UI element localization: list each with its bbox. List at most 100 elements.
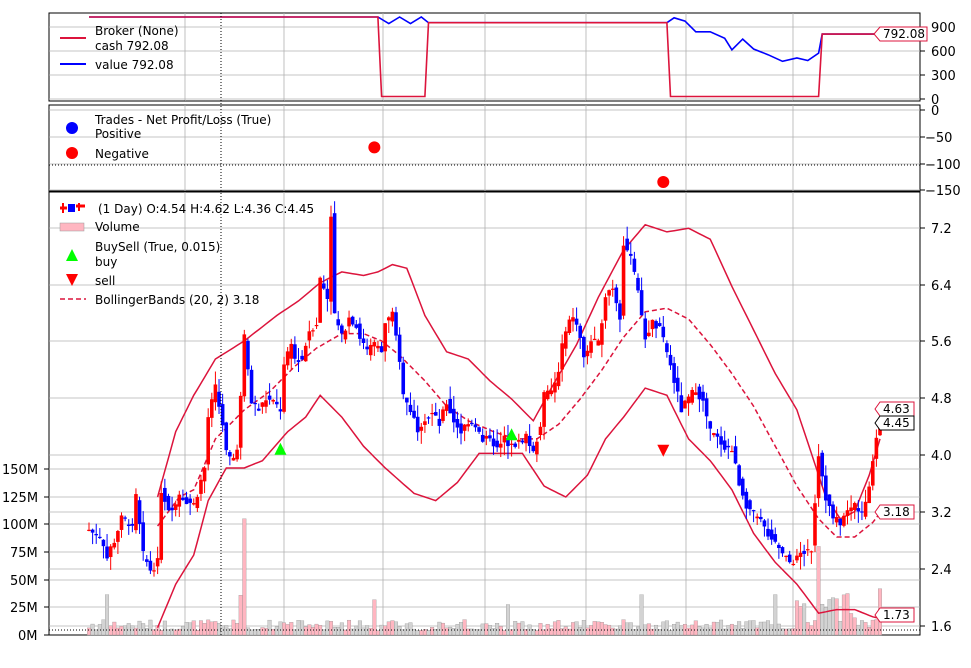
price-panel-frame — [48, 191, 921, 636]
candle-body — [506, 437, 510, 447]
candle-body — [430, 412, 434, 415]
volume-bar — [430, 627, 435, 636]
candle-body — [686, 396, 691, 404]
candle-body — [556, 371, 561, 387]
candle-body — [553, 382, 557, 393]
candle-body — [152, 570, 156, 572]
volume-bar — [495, 623, 500, 636]
candle-body — [679, 395, 684, 413]
candle-body — [769, 529, 774, 540]
volume-bar — [441, 622, 445, 636]
volume-bar — [267, 619, 272, 636]
price-ytick: 7.2 — [931, 222, 952, 237]
candle-body — [433, 412, 438, 416]
volume-bar — [802, 603, 807, 636]
candle-body — [787, 554, 792, 563]
volume-bar — [195, 630, 200, 636]
price-ytick: 1.6 — [931, 620, 952, 635]
trades-panel-frame — [48, 104, 921, 192]
candle-body — [340, 325, 344, 334]
volume-bar — [863, 622, 868, 636]
candle-body — [195, 497, 200, 509]
candle-body — [101, 539, 106, 547]
volume-bar — [105, 594, 110, 636]
candle-body — [462, 424, 467, 431]
price-ytick: 5.6 — [931, 335, 952, 350]
volume-bar — [758, 621, 763, 636]
volume-bar — [563, 626, 568, 636]
candle-body — [386, 317, 391, 321]
volume-bar — [94, 629, 99, 636]
volume-bar — [242, 518, 247, 636]
volume-bar — [852, 617, 857, 636]
candle-body — [423, 421, 427, 425]
broker-value-tag-text: 792.08 — [883, 27, 925, 41]
candle-body — [513, 443, 518, 447]
candle-body — [762, 520, 767, 527]
volume-bar — [538, 623, 543, 636]
candle-body — [571, 317, 575, 322]
candle-body — [856, 508, 861, 512]
volume-bar — [209, 621, 214, 636]
volume-bar — [621, 619, 626, 636]
candle-body — [614, 287, 619, 304]
candle-body — [842, 515, 846, 526]
buy-marker — [505, 428, 518, 441]
volume-bar — [480, 623, 485, 636]
candle-body — [173, 504, 178, 510]
trades-legend: Trades - Net Profit/Loss (True) Positive… — [66, 113, 271, 161]
volume-bar — [516, 622, 521, 636]
broker-ytick: 0 — [931, 93, 939, 108]
candle-body — [470, 422, 474, 425]
volume-bar — [664, 620, 669, 636]
candle-body — [376, 345, 380, 349]
buy-sell-markers — [274, 428, 670, 457]
candle-body — [466, 424, 471, 427]
candle-body — [567, 319, 572, 334]
candle-body — [318, 277, 322, 323]
volume-bar — [115, 627, 120, 636]
candle-body — [715, 433, 720, 437]
candle-body — [820, 452, 825, 477]
candle-body — [256, 408, 261, 411]
candle-body — [737, 465, 741, 486]
candle-body — [704, 398, 709, 417]
volume-bar — [708, 627, 713, 636]
candle-body — [607, 290, 611, 296]
candle-body — [755, 516, 759, 519]
volume-bar — [292, 629, 297, 636]
candle-body — [538, 426, 543, 436]
candle-body — [372, 342, 377, 347]
volume-yticks: 150M 125M 100M 75M 50M 25M 0M — [2, 463, 49, 644]
candle-body — [199, 479, 203, 494]
candle-body — [459, 423, 463, 434]
volume-bar — [755, 627, 760, 636]
candle-body — [852, 502, 857, 511]
volume-bar — [646, 623, 651, 636]
volume-bar — [199, 620, 203, 636]
price-tag-close-text: 4.45 — [883, 416, 910, 430]
candle-body — [618, 303, 622, 320]
volume-bar — [701, 627, 705, 636]
candle-body — [693, 392, 698, 395]
volume-bar — [668, 630, 673, 636]
negative-legend-marker — [66, 147, 78, 159]
candle-body — [191, 503, 196, 505]
candle-body — [105, 546, 109, 559]
volume-bar — [264, 627, 268, 636]
volume-bar — [336, 627, 341, 636]
candle-body — [188, 498, 192, 503]
candle-body — [701, 391, 705, 401]
volume-bar — [498, 626, 503, 636]
candle-body — [90, 529, 95, 533]
candle-body — [231, 457, 236, 461]
volume-bar — [798, 606, 803, 636]
volume-bar — [672, 624, 677, 636]
volume-ytick: 100M — [2, 518, 38, 533]
volume-bar — [101, 619, 106, 636]
volume-legend-text: Volume — [95, 220, 140, 234]
price-tag-mid-band-text: 3.18 — [883, 505, 910, 519]
volume-bar — [571, 622, 575, 636]
candle-body — [253, 402, 257, 405]
